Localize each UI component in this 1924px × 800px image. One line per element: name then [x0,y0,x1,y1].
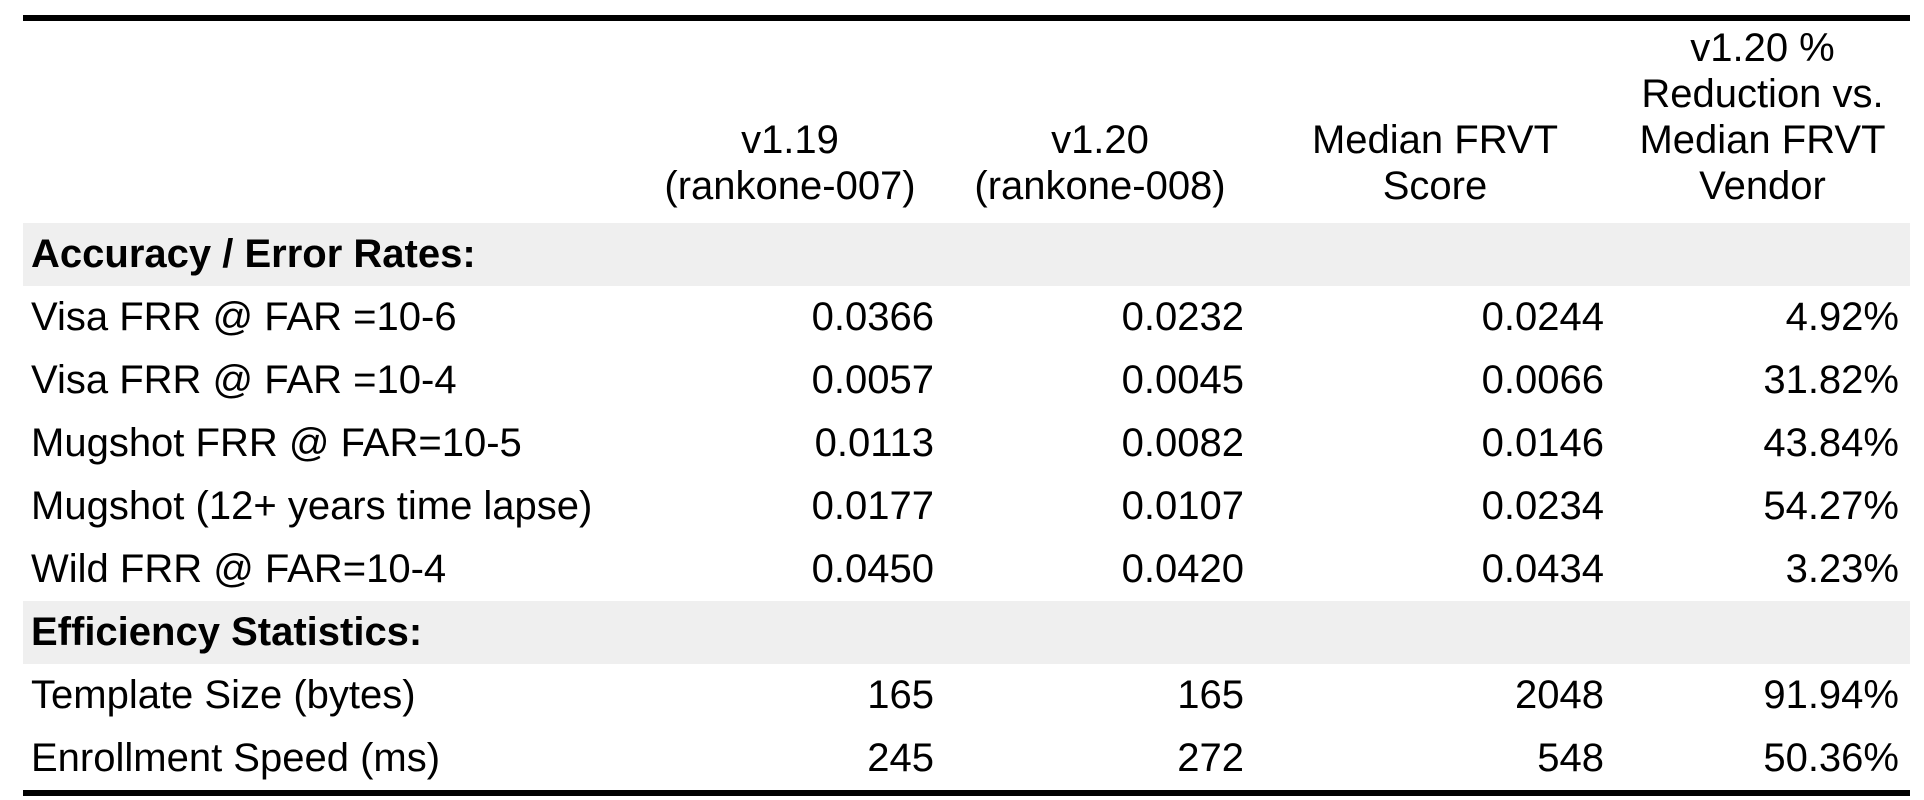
cell-median-frvt: 0.0146 [1481,421,1604,465]
cell-median-frvt: 0.0434 [1481,547,1604,591]
table-row: Visa FRR @ FAR =10-6 0.0366 0.0232 0.024… [23,286,1910,349]
section-header-accuracy: Accuracy / Error Rates: [23,223,1910,286]
row-label: Enrollment Speed (ms) [31,736,441,780]
cell-reduction: 50.36% [1763,736,1899,780]
cell-reduction: 4.92% [1785,295,1899,339]
cell-v1-19: 0.0450 [811,547,934,591]
cell-reduction: 91.94% [1763,673,1899,717]
section-title: Efficiency Statistics: [31,610,423,654]
row-label: Mugshot FRR @ FAR=10-5 [31,421,522,465]
cell-reduction: 3.23% [1785,547,1899,591]
header-v1-19: v1.19 (rankone-007) [664,118,916,208]
cell-v1-20: 0.0232 [1121,295,1244,339]
cell-v1-20: 0.0045 [1121,358,1244,402]
row-label: Template Size (bytes) [31,673,416,717]
row-label: Mugshot (12+ years time lapse) [31,484,593,528]
cell-v1-19: 165 [867,673,934,717]
table-row: Template Size (bytes) 165 165 2048 91.94… [23,664,1910,727]
cell-v1-20: 0.0082 [1121,421,1244,465]
row-label: Wild FRR @ FAR=10-4 [31,547,447,591]
table-row: Wild FRR @ FAR=10-4 0.0450 0.0420 0.0434… [23,538,1910,601]
cell-reduction: 43.84% [1763,421,1899,465]
cell-median-frvt: 0.0244 [1481,295,1604,339]
header-row-label-column [23,21,635,223]
cell-v1-20: 0.0420 [1121,547,1244,591]
cell-median-frvt: 0.0066 [1481,358,1604,402]
row-label: Visa FRR @ FAR =10-6 [31,295,457,339]
table-row: Mugshot FRR @ FAR=10-5 0.0113 0.0082 0.0… [23,412,1910,475]
cell-v1-19: 245 [867,736,934,780]
header-row: v1.19 (rankone-007) v1.20 (rankone-008) … [23,21,1910,223]
table-row: Enrollment Speed (ms) 245 272 548 50.36% [23,727,1910,790]
section-header-efficiency: Efficiency Statistics: [23,601,1910,664]
row-label: Visa FRR @ FAR =10-4 [31,358,457,402]
header-median-frvt-score: Median FRVT Score [1311,118,1558,208]
cell-median-frvt: 2048 [1515,673,1604,717]
section-title: Accuracy / Error Rates: [31,232,476,276]
frvt-comparison-table: v1.19 (rankone-007) v1.20 (rankone-008) … [23,15,1910,796]
cell-v1-19: 0.0366 [811,295,934,339]
table-row: Visa FRR @ FAR =10-4 0.0057 0.0045 0.006… [23,349,1910,412]
cell-v1-20: 165 [1177,673,1244,717]
cell-v1-20: 0.0107 [1121,484,1244,528]
cell-median-frvt: 0.0234 [1481,484,1604,528]
cell-median-frvt: 548 [1537,736,1604,780]
table-row: Mugshot (12+ years time lapse) 0.0177 0.… [23,475,1910,538]
cell-reduction: 54.27% [1763,484,1899,528]
cell-v1-19: 0.0113 [814,421,934,465]
header-v1-20: v1.20 (rankone-008) [974,118,1226,208]
cell-reduction: 31.82% [1763,358,1899,402]
cell-v1-19: 0.0057 [811,358,934,402]
cell-v1-19: 0.0177 [811,484,934,528]
cell-v1-20: 272 [1177,736,1244,780]
header-reduction-vs-median: v1.20 % Reduction vs. Median FRVT Vendor [1639,26,1886,208]
